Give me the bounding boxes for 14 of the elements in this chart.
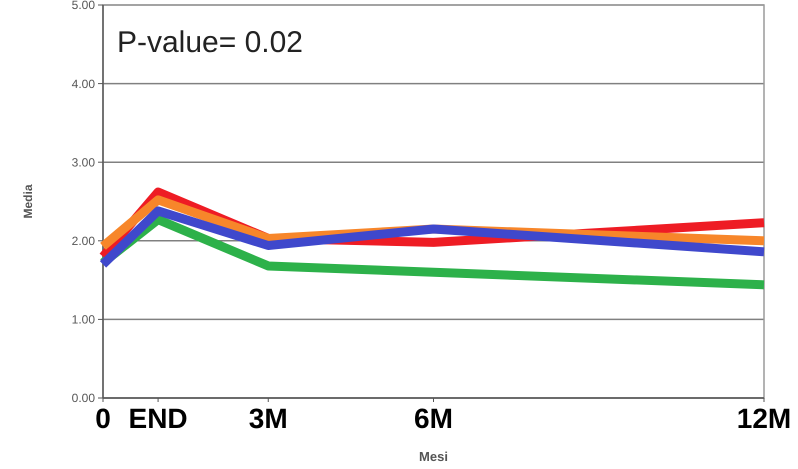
y-tick-label: 0.00 <box>72 391 96 406</box>
x-tick-label: 0 <box>95 403 111 434</box>
y-tick-label: 4.00 <box>72 76 96 91</box>
y-axis-title: Media <box>21 184 35 219</box>
y-tick-label: 5.00 <box>72 0 96 12</box>
x-tick-label: END <box>128 403 188 434</box>
x-tick-label: 6M <box>414 403 453 434</box>
y-tick-label: 1.00 <box>72 312 96 327</box>
x-tick-label: 12M <box>736 403 792 434</box>
y-tick-label: 2.00 <box>72 234 96 248</box>
annotation: P-value= 0.02 <box>117 26 303 59</box>
x-tick-label: 3M <box>248 403 288 434</box>
y-tick-label: 3.00 <box>72 155 96 170</box>
x-axis-title: Mesi <box>419 449 448 464</box>
